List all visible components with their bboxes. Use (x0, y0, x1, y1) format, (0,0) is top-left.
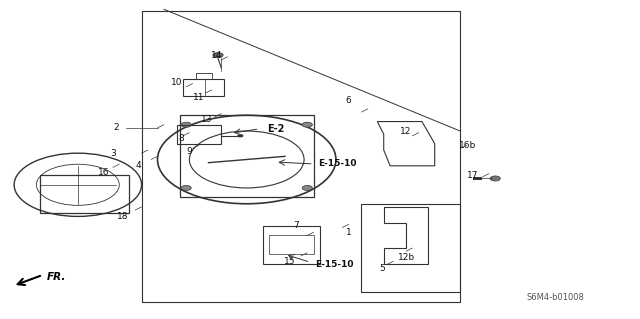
Circle shape (302, 122, 312, 127)
Circle shape (237, 134, 244, 137)
Bar (269, 235, 314, 254)
Text: 7: 7 (293, 221, 299, 230)
Text: 10: 10 (171, 78, 182, 86)
Text: 3: 3 (110, 149, 116, 158)
Text: 18: 18 (116, 212, 128, 221)
Text: FR.: FR. (47, 272, 67, 282)
Circle shape (490, 176, 500, 181)
Bar (196, 72, 212, 79)
Text: 8: 8 (178, 134, 184, 144)
Text: 12: 12 (401, 127, 412, 136)
Text: 14: 14 (211, 51, 223, 60)
Circle shape (302, 185, 312, 190)
Text: 16b: 16b (460, 141, 476, 150)
Text: 16: 16 (97, 168, 109, 177)
Bar (473, 177, 483, 180)
Text: 11: 11 (193, 93, 205, 102)
Text: 6: 6 (346, 97, 351, 106)
Text: E-2: E-2 (267, 124, 284, 134)
Text: 1: 1 (346, 228, 351, 237)
Text: 5: 5 (379, 264, 385, 273)
Circle shape (181, 185, 191, 190)
Text: S6M4-b01008: S6M4-b01008 (527, 293, 585, 301)
Text: E-15-10: E-15-10 (319, 160, 357, 168)
Text: 12b: 12b (397, 253, 415, 262)
Text: 15: 15 (284, 257, 295, 266)
Text: 4: 4 (136, 161, 141, 170)
Circle shape (213, 53, 223, 58)
Text: 13: 13 (201, 115, 212, 124)
Text: 17: 17 (467, 171, 479, 180)
Bar (40, 175, 129, 213)
Text: 9: 9 (186, 147, 192, 156)
Text: 2: 2 (113, 123, 119, 132)
Circle shape (181, 122, 191, 127)
Text: E-15-10: E-15-10 (316, 260, 354, 269)
